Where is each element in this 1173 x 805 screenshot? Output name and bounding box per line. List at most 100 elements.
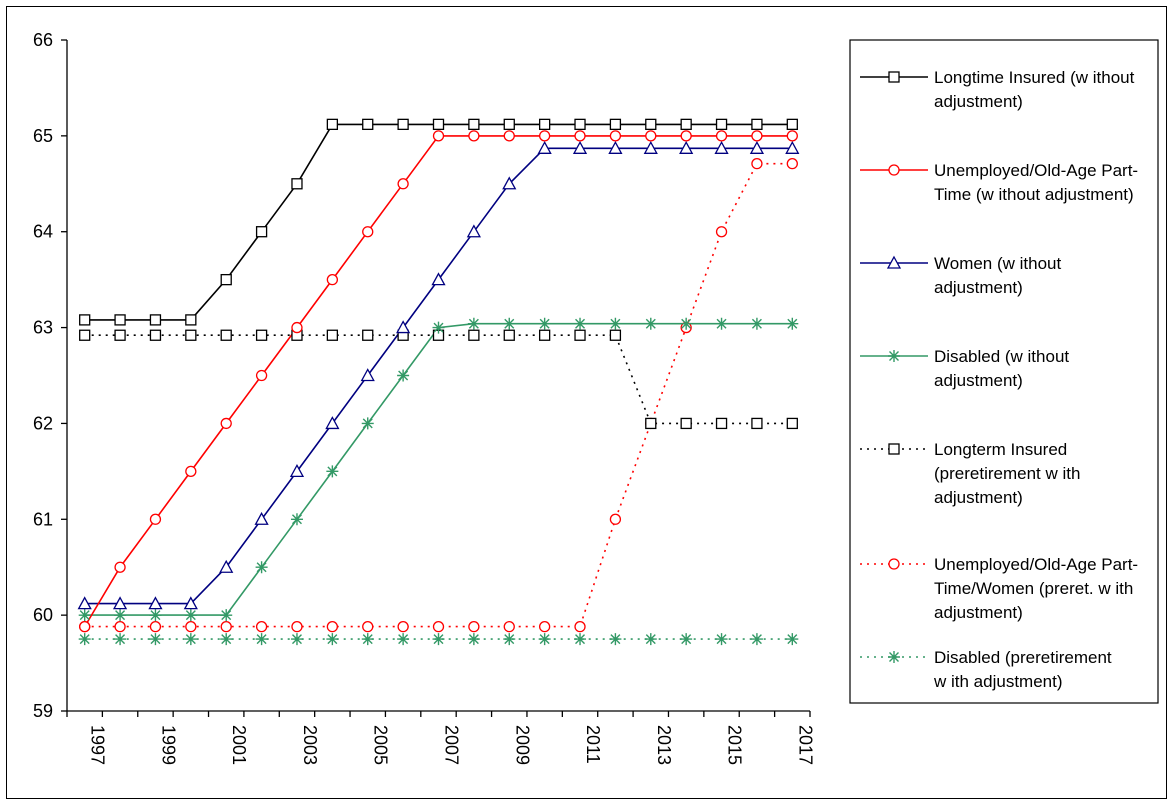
- legend-label-6: w ith adjustment): [933, 672, 1063, 691]
- series-0-point: [291, 178, 303, 190]
- series-6-point: [750, 633, 763, 646]
- y-tick-label: 64: [33, 222, 53, 242]
- x-tick-label: 2011: [583, 725, 603, 764]
- series-4-point: [255, 329, 268, 341]
- legend-label-3: adjustment): [934, 371, 1023, 390]
- series-1-point: [185, 465, 197, 478]
- series-2-point: [360, 368, 375, 382]
- series-4-point: [645, 417, 657, 430]
- series-2-point: [537, 140, 552, 154]
- series-2-point: [148, 596, 163, 610]
- series-0-point: [326, 118, 339, 131]
- series-5-point: [255, 620, 268, 633]
- series-1-point: [397, 178, 409, 190]
- series-1-point: [680, 130, 692, 142]
- series-1-point: [114, 561, 126, 573]
- series-1-point: [326, 273, 339, 286]
- series-2-point: [714, 140, 729, 154]
- series-3-point: [750, 317, 763, 330]
- x-tick-label: 2003: [300, 725, 320, 765]
- series-1-point: [609, 130, 622, 142]
- series-1-point: [362, 226, 374, 238]
- series-2-point: [502, 176, 517, 190]
- series-6-point: [114, 633, 127, 646]
- legend-label-4: Longterm Insured: [934, 440, 1067, 459]
- series-6-point: [609, 633, 622, 646]
- series-3-point: [715, 317, 728, 330]
- series-4-point: [362, 329, 374, 341]
- legend-label-5: Unemployed/Old-Age Part-: [934, 555, 1138, 574]
- legend-label-3: Disabled (w ithout: [934, 347, 1069, 366]
- series-3-point: [114, 609, 127, 622]
- series-5-point: [326, 620, 339, 633]
- series-5-point: [538, 620, 551, 633]
- series-2-point: [396, 320, 411, 334]
- x-tick-label: 1999: [158, 725, 178, 765]
- series-6-point: [786, 633, 799, 646]
- y-tick-label: 65: [33, 126, 53, 146]
- series-4-point: [220, 329, 232, 341]
- legend-marker-6: [888, 651, 900, 663]
- series-2-point: [749, 140, 765, 154]
- series-1-point: [715, 130, 728, 142]
- series-2-point: [785, 140, 800, 154]
- series-4-point: [751, 417, 763, 430]
- series-1-point: [751, 130, 763, 142]
- series-4-point: [715, 417, 728, 430]
- legend-marker-1: [888, 164, 900, 176]
- series-1-point: [786, 130, 798, 142]
- series-2-point: [679, 140, 694, 154]
- series-6-point: [78, 633, 91, 646]
- legend-label-1: Unemployed/Old-Age Part-: [934, 161, 1138, 180]
- series-3-point: [644, 317, 657, 330]
- series-0-point: [220, 273, 232, 286]
- series-2-point: [431, 272, 446, 286]
- series-5-point: [574, 620, 586, 633]
- series-6-point: [397, 633, 410, 646]
- series-1-point: [255, 369, 268, 382]
- series-2-point: [183, 596, 198, 610]
- series-0-point: [432, 118, 445, 131]
- series-6-point: [644, 633, 657, 646]
- series-5-point: [503, 620, 515, 633]
- series-5-point: [114, 620, 126, 633]
- series-1-point: [503, 130, 515, 142]
- series-3-point: [786, 317, 799, 330]
- legend-label-1: Time (w ithout adjustment): [934, 185, 1134, 204]
- legend-marker-2: [886, 255, 902, 269]
- series-0-point: [538, 118, 551, 131]
- x-tick-label: 2009: [512, 725, 532, 765]
- series-3-point: [290, 513, 303, 526]
- legend-marker-0: [888, 71, 900, 83]
- series-lines: [84, 123, 793, 640]
- series-line-2: [84, 147, 793, 605]
- series-0-point: [503, 118, 515, 131]
- series-3-point: [467, 317, 480, 330]
- series-6-point: [432, 633, 445, 646]
- legend-label-2: adjustment): [934, 278, 1023, 297]
- legend-label-4: (preretirement w ith: [934, 464, 1080, 483]
- series-2-point: [466, 224, 481, 238]
- series-6-point: [290, 633, 303, 646]
- series-6-point: [220, 633, 233, 646]
- series-4-point: [185, 329, 197, 341]
- series-0-point: [715, 118, 728, 131]
- legend-marker-4: [888, 443, 900, 455]
- series-2-point: [572, 140, 588, 154]
- series-4-point: [503, 329, 515, 341]
- x-tick-label: 1997: [88, 725, 108, 765]
- series-2-point: [254, 511, 269, 525]
- legend-label-4: adjustment): [934, 488, 1023, 507]
- series-6-point: [715, 633, 728, 646]
- series-1-point: [432, 130, 445, 142]
- y-tick-label: 66: [33, 30, 53, 50]
- series-4-point: [149, 329, 162, 341]
- series-4-point: [468, 329, 480, 341]
- series-5-point: [149, 620, 162, 633]
- x-tick-label: 2015: [725, 725, 745, 765]
- series-6-point: [184, 633, 197, 646]
- series-5-point: [220, 620, 232, 633]
- series-4-point: [786, 417, 798, 430]
- series-6-point: [538, 633, 551, 646]
